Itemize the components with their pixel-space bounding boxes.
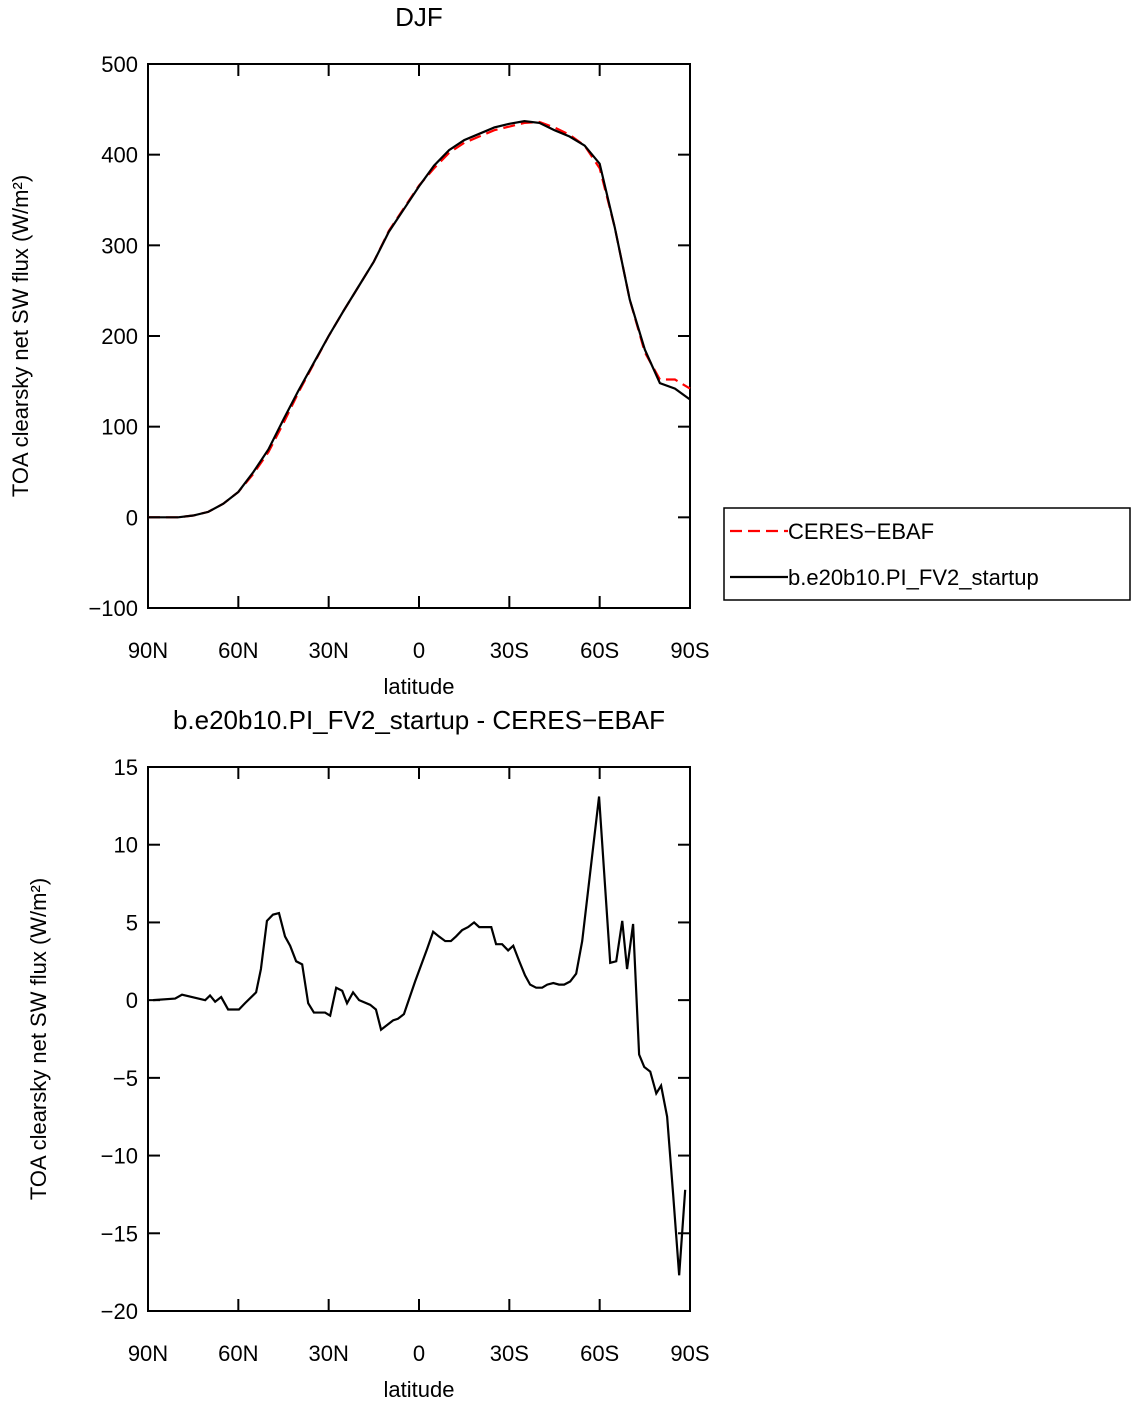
y-tick-label: −15 <box>101 1221 138 1246</box>
x-tick-label: 30N <box>308 1341 348 1366</box>
y-tick-label: 300 <box>101 233 138 258</box>
x-tick-label: 0 <box>413 1341 425 1366</box>
series-line <box>148 120 691 519</box>
x-tick-label: 0 <box>413 638 425 663</box>
chart-title: DJF <box>395 2 443 32</box>
y-tick-label: −10 <box>101 1144 138 1169</box>
x-tick-label: 30S <box>490 638 529 663</box>
y-tick-label: 10 <box>114 833 138 858</box>
series-line <box>153 796 687 1276</box>
chart-title: b.e20b10.PI_FV2_startup - CERES−EBAF <box>173 705 665 735</box>
y-tick-label: 100 <box>101 415 138 440</box>
y-tick-label: 200 <box>101 324 138 349</box>
y-tick-label: 15 <box>114 755 138 780</box>
series-line <box>148 120 691 519</box>
y-tick-label: −5 <box>113 1066 138 1091</box>
y-tick-label: 400 <box>101 143 138 168</box>
x-tick-label: 90S <box>670 638 709 663</box>
x-tick-label: 90N <box>128 1341 168 1366</box>
y-tick-label: 500 <box>101 52 138 77</box>
x-tick-label: 60N <box>218 638 258 663</box>
legend-label: CERES−EBAF <box>788 519 934 544</box>
x-tick-label: 90N <box>128 638 168 663</box>
x-tick-label: 60S <box>580 638 619 663</box>
x-tick-label: 30N <box>308 638 348 663</box>
legend-label: b.e20b10.PI_FV2_startup <box>788 565 1039 590</box>
x-axis-label: latitude <box>384 1377 455 1402</box>
y-tick-label: 0 <box>126 505 138 530</box>
y-axis-label: TOA clearsky net SW flux (W/m²) <box>26 878 51 1200</box>
legend-box <box>723 507 1131 601</box>
y-tick-label: 0 <box>126 988 138 1013</box>
y-tick-label: −100 <box>88 596 138 621</box>
x-tick-label: 60S <box>580 1341 619 1366</box>
x-tick-label: 90S <box>670 1341 709 1366</box>
x-tick-label: 30S <box>490 1341 529 1366</box>
y-tick-label: −20 <box>101 1299 138 1324</box>
x-axis-label: latitude <box>384 674 455 699</box>
plot-frame <box>147 63 691 609</box>
y-axis-label: TOA clearsky net SW flux (W/m²) <box>8 175 33 497</box>
plot-frame <box>147 766 691 1312</box>
x-tick-label: 60N <box>218 1341 258 1366</box>
y-tick-label: 5 <box>126 910 138 935</box>
